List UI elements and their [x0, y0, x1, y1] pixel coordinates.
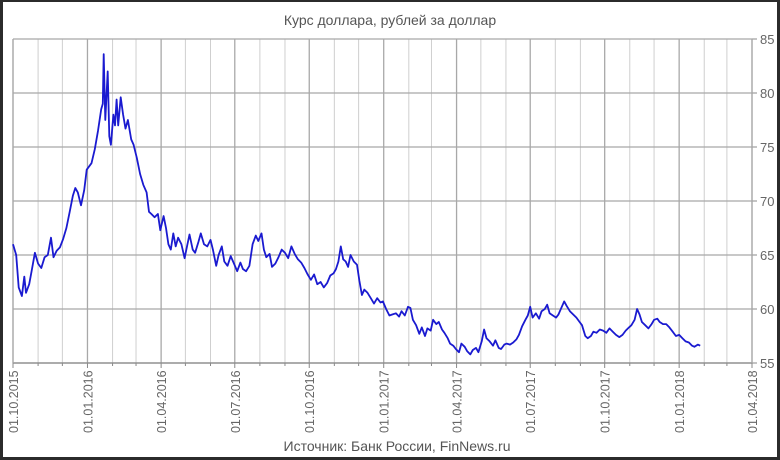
y-tick-label: 80 [760, 86, 774, 101]
y-tick-label: 65 [760, 248, 774, 263]
y-tick-label: 85 [760, 32, 774, 47]
x-tick-label: 01.04.2016 [155, 370, 169, 433]
x-tick-label: 01.10.2017 [599, 370, 613, 433]
y-tick-label: 60 [760, 302, 774, 317]
y-tick-label: 70 [760, 194, 774, 209]
source-caption: Источник: Банк России, FinNews.ru [283, 438, 511, 454]
horizontal-gridlines [12, 38, 757, 364]
chart-title: Курс доллара, рублей за доллар [283, 12, 497, 28]
x-tick-label: 01.01.2017 [378, 370, 392, 433]
x-tick-label: 01.04.2018 [746, 370, 760, 433]
usd-rub-line [12, 53, 701, 356]
y-tick-label: 55 [760, 356, 774, 371]
x-tick-label: 01.10.2015 [7, 370, 21, 433]
x-tick-label: 01.01.2016 [81, 370, 95, 433]
y-tick-label: 75 [760, 140, 774, 155]
x-axis-ticks: 01.10.2015 01.01.2016 01.04.2016 01.07.2016… [7, 370, 760, 433]
x-tick-label: 01.04.2017 [451, 370, 465, 433]
x-tick-label: 01.07.2017 [524, 370, 538, 433]
x-tick-label: 01.01.2018 [673, 370, 687, 433]
y-axis-ticks: 55 60 65 70 75 80 85 [760, 32, 774, 371]
x-tick-label: 01.10.2016 [303, 370, 317, 433]
x-tick-label: 01.07.2016 [229, 370, 243, 433]
